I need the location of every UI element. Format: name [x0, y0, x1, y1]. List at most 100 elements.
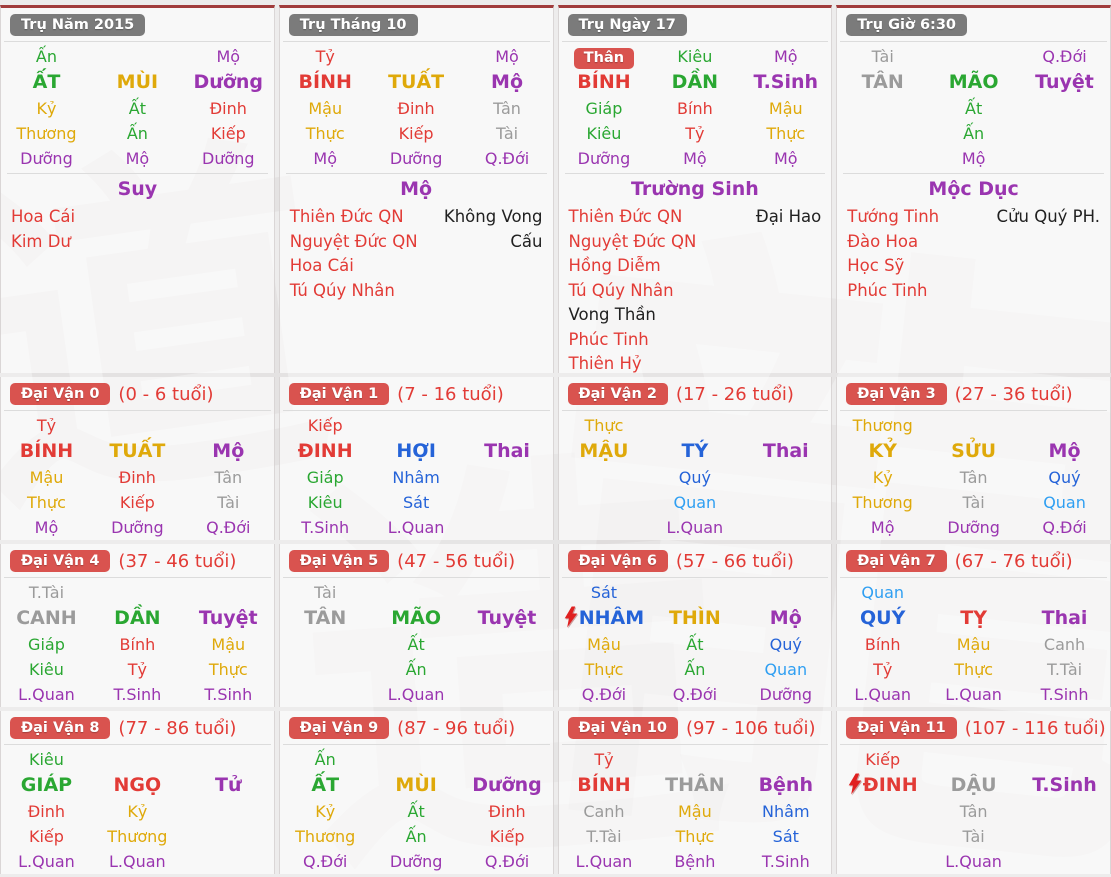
grid-cell: Mậu: [740, 96, 831, 121]
grid-cell: Sát: [371, 490, 462, 515]
grid-cell: Q.Đới: [1019, 44, 1110, 69]
grid-cell-text: Ấn: [405, 827, 427, 846]
panel-badge[interactable]: Trụ Ngày 17: [567, 14, 687, 36]
panel-badge[interactable]: Đại Vận 7: [846, 550, 947, 572]
grid-cell: TÝ: [649, 438, 740, 465]
grid-cell-text: Kiêu: [28, 750, 64, 769]
day-branch-chip[interactable]: Thân: [573, 48, 635, 69]
panel-badge[interactable]: Đại Vận 9: [288, 717, 390, 739]
grid-cell: Tài: [183, 490, 274, 515]
panel-badge[interactable]: Đại Vận 10: [567, 717, 679, 739]
life-stage-label: Suy: [7, 173, 268, 202]
grid-cell: L.Quan: [371, 515, 462, 540]
age-range-label: (27 - 36 tuổi): [954, 383, 1073, 405]
panel-badge[interactable]: Đại Vận 1: [288, 383, 390, 405]
grid-cell: NHÂM: [559, 605, 650, 632]
pillar-grid: Ấn Mộ ẤT MÙI Dưỡng Kỷ Ất Đinh Thương Ấn Kiếp Dưỡng M…: [1, 42, 274, 171]
grid-cell: Kiêu: [649, 44, 740, 69]
age-range-label: (7 - 16 tuổi): [397, 383, 504, 405]
star-item: Vong Thần: [568, 305, 656, 324]
grid-cell: [371, 747, 462, 772]
grid-cell: [928, 413, 1019, 438]
panel-header: Đại Vận 11 (107 - 116 tuổi): [840, 711, 1107, 745]
grid-cell: Thương: [1, 121, 92, 146]
dai-van-panel-0: Đại Vận 0 (0 - 6 tuổi) Tỷ BÍNH TUẤT Mộ Mậu Đi…: [0, 377, 275, 540]
panel-badge[interactable]: Đại Vận 11: [846, 717, 957, 739]
grid-cell: Kỷ: [92, 799, 183, 824]
grid-cell-text: BÍNH: [577, 71, 631, 93]
grid-cell: GIÁP: [1, 772, 92, 799]
grid-cell: Mộ: [462, 69, 553, 96]
grid-cell: [837, 799, 928, 824]
grid-cell: Đinh: [462, 799, 553, 824]
grid-cell: Mậu: [649, 799, 740, 824]
grid-cell-text: L.Quan: [854, 685, 912, 704]
grid-cell: [649, 747, 740, 772]
panel-badge[interactable]: Đại Vận 3: [846, 383, 947, 405]
grid-cell-text: Đinh: [27, 802, 66, 821]
grid-cell-text: Dưỡng: [389, 852, 443, 871]
panel-badge[interactable]: Trụ Giờ 6:30: [846, 14, 968, 36]
age-range-label: (77 - 86 tuổi): [118, 717, 237, 739]
grid-cell-text: Kiếp: [119, 493, 155, 512]
grid-cell: [559, 515, 650, 540]
grid-cell-text: Canh: [1043, 635, 1086, 654]
grid-cell: Ấn: [371, 824, 462, 849]
star-item: Phúc Tinh: [847, 280, 928, 300]
grid-cell-text: Tài: [495, 124, 519, 143]
pillar-grid: Sát NHÂM THÌN Mộ Mậu Ất Quý Thực Ấn Quan Q.Đới Q.Đớ…: [559, 578, 832, 707]
grid-cell-text: Mộ: [773, 149, 798, 168]
panel-badge[interactable]: Đại Vận 0: [10, 383, 111, 405]
grid-cell: Q.Đới: [280, 849, 371, 874]
grid-cell: [837, 96, 928, 121]
grid-cell: [740, 413, 831, 438]
panel-badge[interactable]: Đại Vận 6: [567, 550, 668, 572]
grid-cell: MÃO: [371, 605, 462, 632]
grid-cell-text: Mậu: [308, 99, 343, 118]
grid-cell: [1019, 849, 1110, 874]
life-stage-label: Mộc Dục: [843, 173, 1104, 202]
grid-cell-text: Ấn: [35, 47, 57, 66]
panel-badge[interactable]: Trụ Tháng 10: [288, 14, 418, 36]
grid-cell: [1019, 824, 1110, 849]
grid-cell-text: Q.Đới: [484, 149, 530, 168]
grid-cell-text: T.Tài: [586, 827, 622, 846]
grid-cell: Đinh: [183, 96, 274, 121]
grid-cell: Kỷ: [1, 96, 92, 121]
grid-cell: BÍNH: [559, 772, 650, 799]
grid-cell: Mộ: [928, 146, 1019, 171]
grid-cell: Kiếp: [837, 747, 928, 772]
grid-cell: THÂN: [649, 772, 740, 799]
grid-cell-text: NGỌ: [113, 774, 162, 796]
grid-cell: Mộ: [649, 146, 740, 171]
grid-cell-text: Đinh: [488, 802, 526, 821]
panel-badge[interactable]: Trụ Năm 2015: [10, 14, 146, 36]
grid-cell: Tuyệt: [462, 605, 553, 632]
grid-cell: T.Sinh: [1019, 682, 1110, 707]
grid-cell-text: Q.Đới: [581, 685, 627, 704]
grid-cell-text: Thực: [305, 124, 345, 143]
grid-cell: [92, 747, 183, 772]
grid-cell-text: Ất: [407, 802, 425, 821]
panel-badge[interactable]: Đại Vận 2: [567, 383, 668, 405]
panel-badge[interactable]: Đại Vận 8: [10, 717, 111, 739]
panel-badge[interactable]: Đại Vận 5: [288, 550, 390, 572]
grid-cell: Đinh: [371, 96, 462, 121]
panel-badge[interactable]: Đại Vận 4: [10, 550, 111, 572]
grid-cell-text: ẤT: [32, 71, 61, 93]
grid-cell-text: Tỷ: [873, 660, 893, 679]
grid-cell-text: Canh: [583, 802, 625, 821]
grid-cell-text: Bính: [677, 99, 713, 118]
grid-cell: ĐINH: [837, 772, 928, 799]
grid-cell-text: DẦN: [114, 607, 161, 629]
grid-cell: [740, 515, 831, 540]
grid-cell: Ất: [92, 96, 183, 121]
star-item: Thiên Đức QN: [568, 207, 683, 226]
grid-cell-text: Mộ: [34, 518, 59, 537]
grid-cell: Thai: [1019, 605, 1110, 632]
grid-cell: Q.Đới: [462, 146, 553, 171]
grid-cell: [740, 747, 831, 772]
grid-cell: Dưỡng: [371, 849, 462, 874]
star-item: Tú Qúy Nhân: [289, 280, 395, 300]
grid-cell-text: Mậu: [587, 635, 621, 654]
